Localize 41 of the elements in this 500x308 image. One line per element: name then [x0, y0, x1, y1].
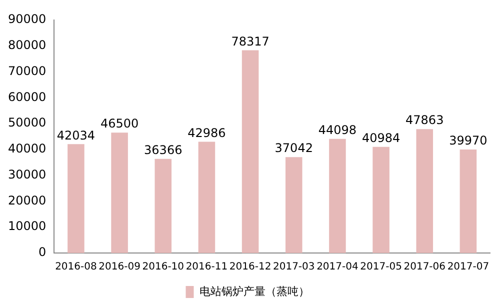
x-tick-label: 2016-11	[186, 262, 228, 273]
x-tick-label: 2016-12	[229, 262, 272, 273]
x-tick-label: 2017-06	[404, 262, 446, 273]
bar	[285, 157, 302, 253]
x-tick-label: 2016-09	[98, 262, 140, 273]
data-label: 40984	[362, 131, 400, 146]
y-tick-label: 20000	[8, 193, 46, 208]
data-label: 36366	[144, 142, 182, 157]
legend-label: 电站锅炉产量（蒸吨）	[199, 284, 310, 298]
y-tick-label: 30000	[8, 167, 46, 182]
bar	[416, 129, 434, 253]
x-tick-label: 2017-05	[360, 262, 402, 273]
data-label: 47863	[406, 113, 444, 128]
y-tick-label: 90000	[8, 12, 46, 26]
bar	[68, 144, 84, 253]
bar	[372, 146, 390, 253]
data-label: 39970	[449, 134, 488, 148]
data-label: 78317	[231, 34, 270, 48]
data-label: 46500	[100, 116, 139, 131]
x-tick-label: 2016-10	[142, 262, 184, 273]
y-tick-label: 60000	[8, 90, 46, 104]
bar	[111, 132, 128, 253]
bar	[242, 50, 259, 253]
x-tick-label: 2017-03	[272, 262, 315, 273]
data-label: 42986	[188, 126, 226, 140]
bar	[154, 158, 172, 253]
bar	[460, 150, 477, 253]
bar	[198, 142, 216, 253]
y-tick-label: 10000	[8, 219, 46, 234]
y-tick-label: 40000	[8, 142, 46, 156]
data-label: 42034	[56, 128, 96, 142]
data-label: 37042	[274, 141, 313, 156]
bar	[329, 138, 346, 253]
y-tick-label: 70000	[8, 64, 46, 78]
y-tick-label: 50000	[8, 116, 46, 130]
x-tick-label: 2017-07	[447, 262, 490, 273]
x-tick-label: 2016-08	[55, 262, 97, 273]
data-label: 44098	[318, 122, 357, 137]
y-tick-label: 0	[38, 245, 46, 260]
y-tick-label: 80000	[8, 38, 46, 52]
x-tick-label: 2017-04	[316, 262, 358, 273]
